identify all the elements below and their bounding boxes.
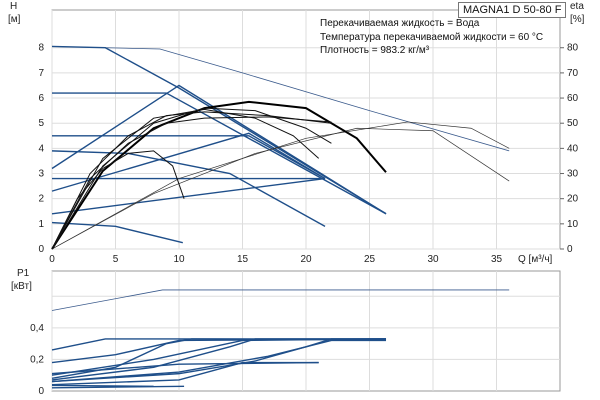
curve-eta-4 <box>51 108 320 250</box>
x-tick-label: 10 <box>173 254 185 265</box>
y2-axis-unit: [%] <box>570 14 585 25</box>
annotation-fluid: Перекачиваемая жидкость = Вода <box>320 18 480 29</box>
y2-tick-label: 0 <box>567 244 573 255</box>
x-tick-label: 35 <box>491 254 503 265</box>
y-axis-label: H <box>10 1 17 12</box>
power-curve-p-f <box>51 338 387 383</box>
curve-const-4.5 <box>52 135 326 180</box>
p-y-axis-label: P1 <box>17 268 30 279</box>
y-axis-unit: [м] <box>8 14 21 25</box>
curve-prop-max <box>51 84 387 215</box>
p-y-tick-label: 0,2 <box>30 354 44 365</box>
curve-eta-6 <box>51 116 332 250</box>
x-tick-label: 25 <box>364 254 376 265</box>
power-curve-p-max <box>51 289 510 311</box>
power-curve-p-d <box>51 338 387 381</box>
x-tick-label: 20 <box>300 254 312 265</box>
y2-tick-label: 40 <box>567 143 579 154</box>
power-curve-p-h <box>51 361 319 386</box>
curve-const-8 <box>51 45 387 215</box>
curve-const-3.9 <box>51 150 326 227</box>
y-tick-label: 6 <box>38 93 44 104</box>
annotation-temperature: Температура перекачиваемой жидкости = 60… <box>320 32 544 43</box>
y2-tick-label: 20 <box>567 194 579 205</box>
curve-const-6.2 <box>52 92 387 215</box>
power-curve-p-min <box>51 385 185 389</box>
curve-prop-low <box>51 177 326 215</box>
curve-eta-max <box>51 121 510 250</box>
curve-prop-mid <box>51 132 326 192</box>
x-axis-label: Q [м³/ч] <box>518 254 553 265</box>
y-tick-label: 5 <box>38 118 44 129</box>
y2-tick-label: 30 <box>567 169 579 180</box>
curve-max-curve <box>51 46 510 152</box>
y2-tick-label: 10 <box>567 219 579 230</box>
curve-eta-2 <box>51 127 510 250</box>
curve-min-curve <box>51 221 183 244</box>
y-tick-label: 2 <box>38 194 44 205</box>
y2-tick-label: 70 <box>567 68 579 79</box>
x-tick-label: 15 <box>237 254 249 265</box>
y-tick-label: 0 <box>38 244 44 255</box>
p-y-tick-label: 0 <box>38 386 44 397</box>
p-y-tick-label: 0,4 <box>30 323 44 334</box>
p-y-axis-unit: [кВт] <box>11 281 32 292</box>
annotation-density: Плотность = 983.2 кг/м³ <box>320 45 430 56</box>
x-tick-label: 30 <box>427 254 439 265</box>
chart-title: MAGNA1 D 50-80 F <box>458 2 567 18</box>
y-tick-label: 4 <box>38 143 44 154</box>
y2-axis-label: eta <box>570 1 584 12</box>
curve-eta-3 <box>51 107 332 250</box>
y-tick-label: 7 <box>38 68 44 79</box>
y2-tick-label: 50 <box>567 118 579 129</box>
curve-eta-5 <box>51 111 332 250</box>
power-curve-p-c <box>51 338 387 376</box>
y2-tick-label: 80 <box>567 43 579 54</box>
y2-tick-label: 60 <box>567 93 579 104</box>
x-tick-label: 0 <box>49 254 55 265</box>
y-tick-label: 3 <box>38 169 44 180</box>
x-tick-label: 5 <box>113 254 119 265</box>
power-curve-p-e <box>51 339 387 383</box>
curve-eta-7 <box>51 150 185 250</box>
y-tick-label: 1 <box>38 219 44 230</box>
y-tick-label: 8 <box>38 43 44 54</box>
